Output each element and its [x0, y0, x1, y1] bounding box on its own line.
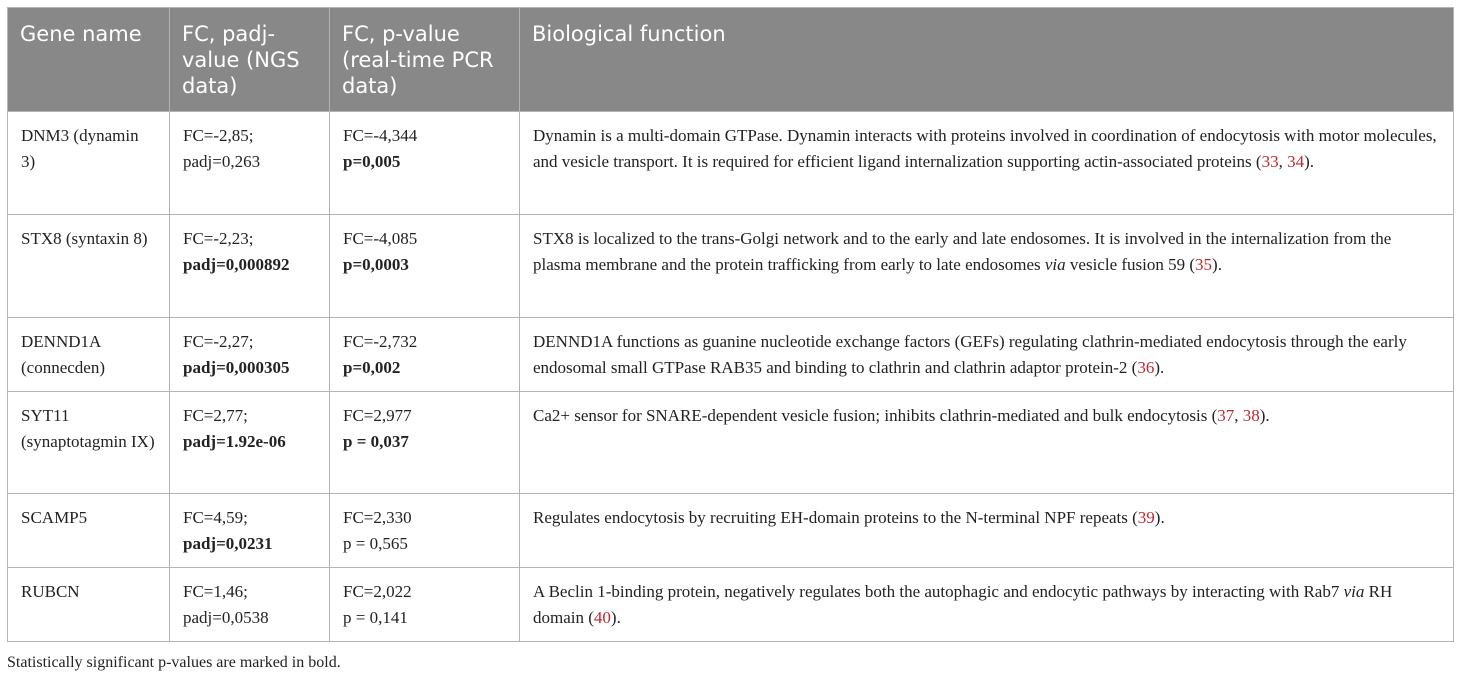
table-row: SYT11 (synaptotagmin IX) FC=2,77; padj=1…	[7, 391, 1454, 494]
ref-separator: ,	[1234, 406, 1243, 425]
function-text: A Beclin 1-binding protein, negatively r…	[533, 582, 1344, 601]
function-text: Dynamin is a multi-domain GTPase. Dynami…	[533, 126, 1437, 171]
header-row: Gene name FC, padj-value (NGS data) FC, …	[7, 7, 1454, 112]
pcr-pvalue: p=0,002	[343, 358, 401, 377]
table-footnote: Statistically significant p-values are m…	[7, 654, 341, 671]
pcr-fc: FC=-4,344	[343, 126, 418, 145]
ngs-cell: FC=1,46; padj=0,0538	[169, 567, 330, 642]
table-row: RUBCN FC=1,46; padj=0,0538 FC=2,022 p = …	[7, 567, 1454, 642]
function-text-2: vesicle fusion 59 (	[1065, 255, 1196, 274]
function-italic: via	[1044, 255, 1066, 274]
pcr-cell: FC=2,977 p = 0,037	[329, 391, 520, 494]
function-text: DENND1A functions as guanine nucleotide …	[533, 332, 1407, 377]
reference-link[interactable]: 39	[1137, 508, 1155, 527]
ngs-fc: FC=2,77;	[183, 406, 248, 425]
reference-link[interactable]: 36	[1137, 358, 1155, 377]
header-gene-name: Gene name	[7, 7, 170, 112]
ngs-cell: FC=-2,23; padj=0,000892	[169, 214, 330, 318]
ngs-fc: FC=-2,27;	[183, 332, 254, 351]
pcr-fc: FC=-4,085	[343, 229, 418, 248]
gene-cell: SCAMP5	[7, 493, 170, 568]
gene-cell: STX8 (syntaxin 8)	[7, 214, 170, 318]
function-cell: A Beclin 1-binding protein, negatively r…	[519, 567, 1454, 642]
reference-link[interactable]: 35	[1195, 255, 1213, 274]
ngs-padj: padj=0,263	[183, 152, 261, 171]
pcr-fc: FC=-2,732	[343, 332, 418, 351]
function-end: ).	[1259, 406, 1270, 425]
pcr-pvalue: p=0,005	[343, 152, 401, 171]
function-italic: via	[1343, 582, 1365, 601]
function-text-2: RH domain (	[533, 582, 1393, 627]
pcr-pvalue: p = 0,565	[343, 534, 408, 553]
pcr-cell: FC=2,330 p = 0,565	[329, 493, 520, 568]
gene-cell: RUBCN	[7, 567, 170, 642]
function-end: ).	[1212, 255, 1222, 274]
pcr-cell: FC=-2,732 p=0,002	[329, 317, 520, 392]
header-pcr: FC, p-value (real-time PCR data)	[329, 7, 520, 112]
pcr-fc: FC=2,330	[343, 508, 412, 527]
pcr-pvalue: p = 0,141	[343, 608, 408, 627]
pcr-pvalue: p=0,0003	[343, 255, 409, 274]
ngs-cell: FC=2,77; padj=1.92e-06	[169, 391, 330, 494]
ngs-fc: FC=1,46;	[183, 582, 248, 601]
function-cell: STX8 is localized to the trans-Golgi net…	[519, 214, 1454, 318]
function-cell: DENND1A functions as guanine nucleotide …	[519, 317, 1454, 392]
ref-separator: ,	[1278, 152, 1288, 171]
function-end: ).	[1154, 358, 1165, 377]
gene-cell: DNM3 (dynamin 3)	[7, 111, 170, 215]
table-row: DNM3 (dynamin 3) FC=-2,85; padj=0,263 FC…	[7, 111, 1454, 215]
reference-link[interactable]: 40	[593, 608, 611, 627]
ngs-padj: padj=0,0538	[183, 608, 269, 627]
ngs-padj: padj=0,000892	[183, 255, 290, 274]
header-ngs: FC, padj-value (NGS data)	[169, 7, 330, 112]
function-text: Regulates endocytosis by recruiting EH-d…	[533, 508, 1138, 527]
table-row: DENND1A (connecden) FC=-2,27; padj=0,000…	[7, 317, 1454, 392]
function-end: ).	[1154, 508, 1165, 527]
ngs-padj: padj=0,0231	[183, 534, 273, 553]
ngs-padj: padj=0,000305	[183, 358, 290, 377]
ngs-fc: FC=-2,85;	[183, 126, 254, 145]
ngs-padj: padj=1.92e-06	[183, 432, 286, 451]
pcr-cell: FC=2,022 p = 0,141	[329, 567, 520, 642]
function-end: ).	[1304, 152, 1314, 171]
table-row: STX8 (syntaxin 8) FC=-2,23; padj=0,00089…	[7, 214, 1454, 318]
gene-cell: DENND1A (connecden)	[7, 317, 170, 392]
pcr-pvalue: p = 0,037	[343, 432, 409, 451]
function-end: ).	[610, 608, 621, 627]
function-text: STX8 is localized to the trans-Golgi net…	[533, 229, 1392, 274]
pcr-cell: FC=-4,344 p=0,005	[329, 111, 520, 215]
gene-cell: SYT11 (synaptotagmin IX)	[7, 391, 170, 494]
reference-link[interactable]: 33	[1261, 152, 1279, 171]
reference-link[interactable]: 34	[1287, 152, 1305, 171]
pcr-fc: FC=2,022	[343, 582, 412, 601]
reference-link[interactable]: 37	[1217, 406, 1235, 425]
function-cell: Regulates endocytosis by recruiting EH-d…	[519, 493, 1454, 568]
function-cell: Ca2+ sensor for SNARE-dependent vesicle …	[519, 391, 1454, 494]
ngs-cell: FC=-2,85; padj=0,263	[169, 111, 330, 215]
function-text: Ca2+ sensor for SNARE-dependent vesicle …	[533, 406, 1218, 425]
table-row: SCAMP5 FC=4,59; padj=0,0231 FC=2,330 p =…	[7, 493, 1454, 568]
ngs-fc: FC=4,59;	[183, 508, 248, 527]
reference-link[interactable]: 38	[1242, 406, 1260, 425]
pcr-cell: FC=-4,085 p=0,0003	[329, 214, 520, 318]
gene-table: Gene name FC, padj-value (NGS data) FC, …	[7, 7, 1454, 642]
ngs-fc: FC=-2,23;	[183, 229, 254, 248]
pcr-fc: FC=2,977	[343, 406, 412, 425]
ngs-cell: FC=4,59; padj=0,0231	[169, 493, 330, 568]
header-function: Biological function	[519, 7, 1454, 112]
table-container: Gene name FC, padj-value (NGS data) FC, …	[7, 7, 1454, 672]
ngs-cell: FC=-2,27; padj=0,000305	[169, 317, 330, 392]
function-cell: Dynamin is a multi-domain GTPase. Dynami…	[519, 111, 1454, 215]
